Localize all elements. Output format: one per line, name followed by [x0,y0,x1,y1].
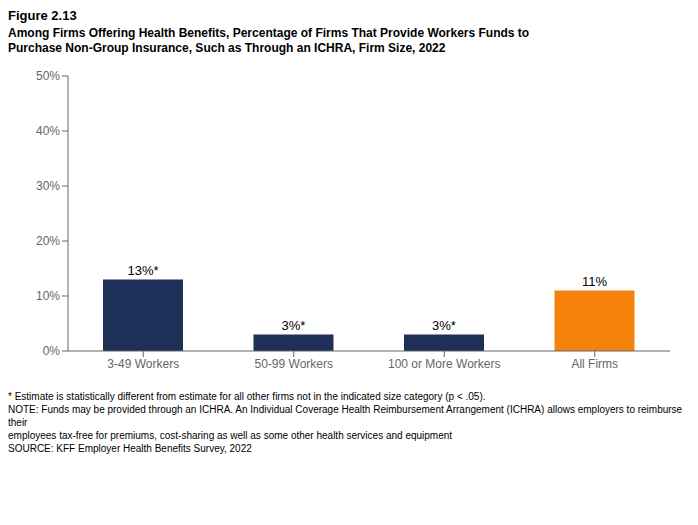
svg-text:40%: 40% [36,124,60,138]
svg-text:All Firms: All Firms [571,357,618,371]
html-text:* Estimate is statistically di: * Estimate is statistically different fr… [8,391,486,402]
svg-text:100 or More Workers: 100 or More Workers [388,357,500,371]
svg-text:20%: 20% [36,234,60,248]
svg-text:3%*: 3%* [282,318,306,333]
html-text:Among Firms Offering Health Be: Among Firms Offering Health Benefits, Pe… [8,26,530,40]
svg-text:0%: 0% [43,344,61,358]
html-text:NOTE: Funds may be provided th: NOTE: Funds may be provided through an I… [8,404,683,428]
svg-text:11%: 11% [582,274,607,289]
svg-text:10%: 10% [36,289,60,303]
svg-text:50%: 50% [36,69,60,83]
html-text:employees tax-free for premium: employees tax-free for premiums, cost-sh… [8,430,453,441]
svg-text:50-99 Workers: 50-99 Workers [255,357,333,371]
svg-text:3-49 Workers: 3-49 Workers [107,357,179,371]
svg-text:30%: 30% [36,179,60,193]
html-text:Purchase Non-Group Insurance,: Purchase Non-Group Insurance, Such as Th… [8,41,446,55]
svg-text:13%*: 13%* [127,263,158,278]
html-text:SOURCE: KFF Employer Health Be: SOURCE: KFF Employer Health Benefits Sur… [8,443,252,454]
html-text:Figure 2.13: Figure 2.13 [8,8,77,23]
svg-text:3%*: 3%* [432,318,456,333]
